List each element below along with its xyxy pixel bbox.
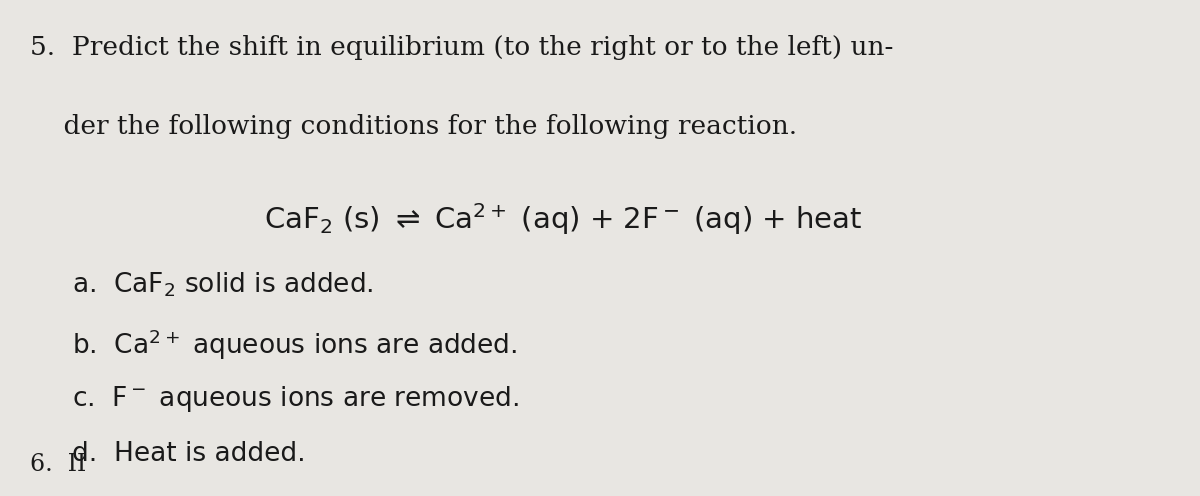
Text: 6.  II: 6. II bbox=[30, 453, 86, 476]
Text: $\mathrm{CaF_2}$ (s) $\rightleftharpoons$ $\mathrm{Ca^{2+}}$ (aq) + 2$\mathrm{F^: $\mathrm{CaF_2}$ (s) $\rightleftharpoons… bbox=[264, 201, 863, 237]
Text: a.  $\mathrm{CaF_2}$ solid is added.: a. $\mathrm{CaF_2}$ solid is added. bbox=[72, 270, 373, 299]
Text: c.  $\mathrm{F^-}$ aqueous ions are removed.: c. $\mathrm{F^-}$ aqueous ions are remov… bbox=[72, 384, 518, 414]
Text: b.  $\mathrm{Ca^{2+}}$ aqueous ions are added.: b. $\mathrm{Ca^{2+}}$ aqueous ions are a… bbox=[72, 327, 517, 362]
Text: d.  Heat is added.: d. Heat is added. bbox=[72, 441, 306, 467]
Text: der the following conditions for the following reaction.: der the following conditions for the fol… bbox=[30, 114, 797, 139]
Text: 5.  Predict the shift in equilibrium (to the right or to the left) un-: 5. Predict the shift in equilibrium (to … bbox=[30, 35, 893, 60]
